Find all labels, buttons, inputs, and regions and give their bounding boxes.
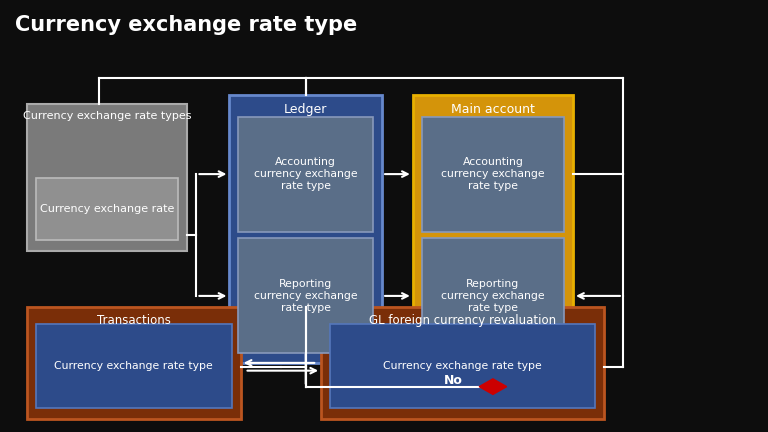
Text: Transactions: Transactions (97, 314, 170, 327)
FancyBboxPatch shape (36, 178, 178, 240)
FancyBboxPatch shape (412, 95, 573, 363)
FancyBboxPatch shape (239, 117, 373, 232)
FancyBboxPatch shape (422, 117, 564, 232)
Text: Currency exchange rate type: Currency exchange rate type (55, 361, 214, 371)
FancyBboxPatch shape (321, 307, 604, 419)
Text: Currency exchange rate types: Currency exchange rate types (23, 111, 191, 121)
FancyBboxPatch shape (422, 238, 564, 353)
FancyBboxPatch shape (36, 324, 232, 408)
Text: Accounting
currency exchange
rate type: Accounting currency exchange rate type (441, 158, 545, 191)
Text: Reporting
currency exchange
rate type: Reporting currency exchange rate type (441, 280, 545, 312)
Text: GL foreign currency revaluation: GL foreign currency revaluation (369, 314, 556, 327)
Text: Currency exchange rate type: Currency exchange rate type (15, 15, 358, 35)
Text: Main account: Main account (451, 103, 535, 116)
Text: Currency exchange rate: Currency exchange rate (40, 204, 174, 214)
FancyBboxPatch shape (330, 324, 594, 408)
FancyBboxPatch shape (239, 238, 373, 353)
Polygon shape (479, 379, 507, 394)
FancyBboxPatch shape (27, 104, 187, 251)
Text: Ledger: Ledger (284, 103, 327, 116)
Text: No: No (443, 374, 462, 387)
FancyBboxPatch shape (27, 307, 241, 419)
Text: Accounting
currency exchange
rate type: Accounting currency exchange rate type (254, 158, 358, 191)
Text: Reporting
currency exchange
rate type: Reporting currency exchange rate type (254, 280, 358, 312)
FancyBboxPatch shape (230, 95, 382, 363)
Text: Currency exchange rate type: Currency exchange rate type (383, 361, 541, 371)
